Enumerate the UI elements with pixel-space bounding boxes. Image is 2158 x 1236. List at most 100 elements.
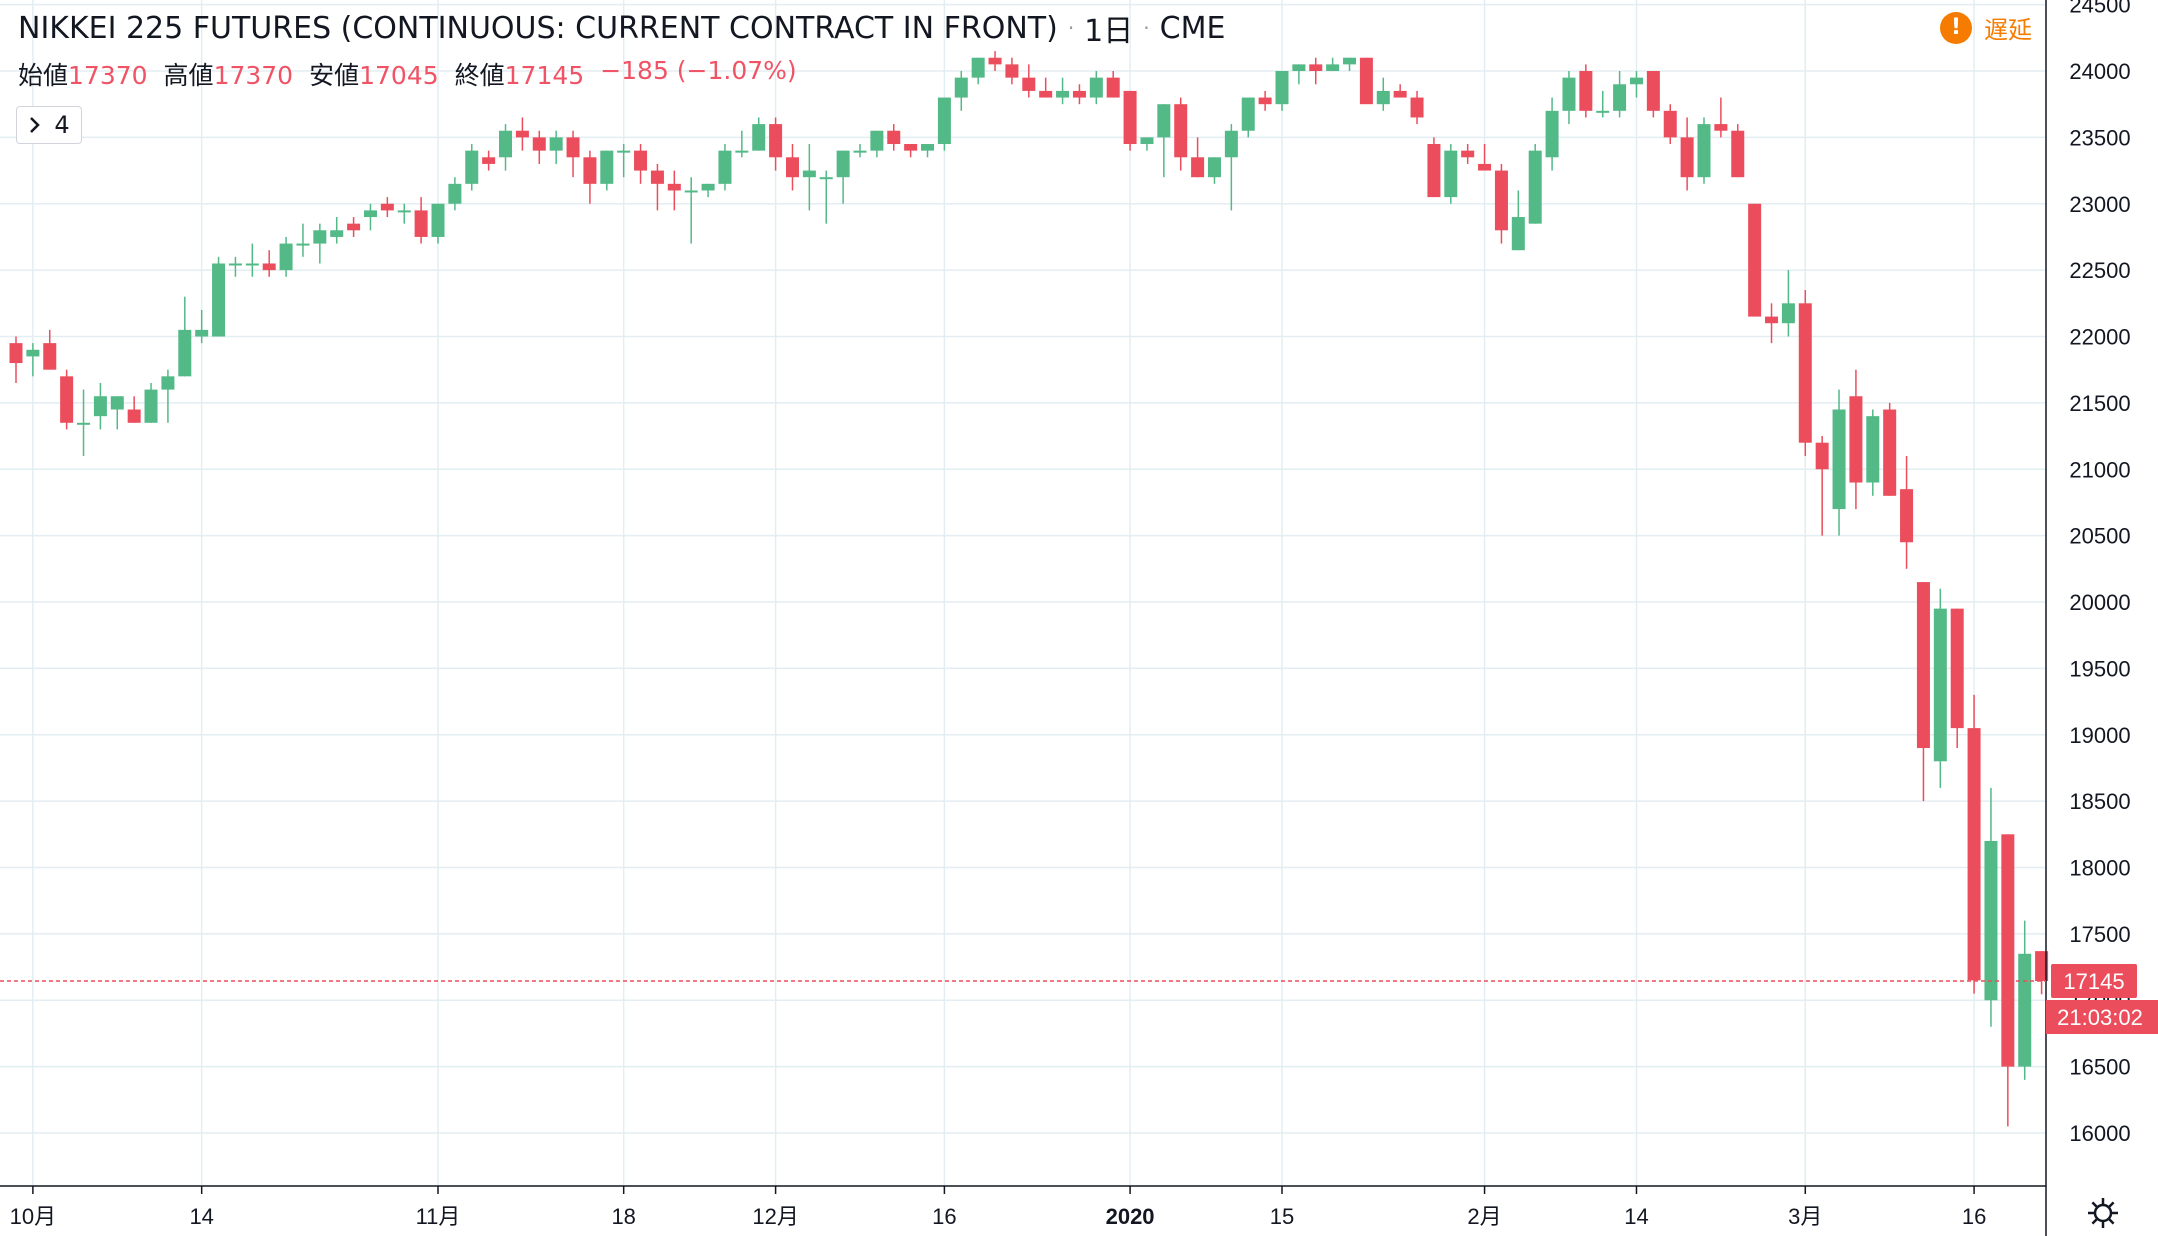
candle[interactable] <box>1613 71 1627 118</box>
candle[interactable] <box>2035 951 2049 995</box>
candle[interactable] <box>769 117 783 171</box>
candle[interactable] <box>988 51 1002 71</box>
candle[interactable] <box>566 130 580 178</box>
candle[interactable] <box>380 197 394 218</box>
candle[interactable] <box>1005 57 1019 85</box>
candle[interactable] <box>1528 144 1542 224</box>
candle[interactable] <box>1798 290 1812 456</box>
candle[interactable] <box>718 144 732 191</box>
candle[interactable] <box>650 163 664 211</box>
candle[interactable] <box>802 144 816 211</box>
candle[interactable] <box>482 150 496 171</box>
candle[interactable] <box>583 150 597 204</box>
indicators-toggle-button[interactable]: 4 <box>16 106 82 144</box>
candle[interactable] <box>1326 57 1340 71</box>
candle[interactable] <box>448 177 462 211</box>
candle[interactable] <box>43 329 57 370</box>
candle[interactable] <box>77 389 91 456</box>
candle[interactable] <box>515 117 529 151</box>
candle[interactable] <box>1815 436 1829 536</box>
candle[interactable] <box>1545 97 1559 171</box>
candle[interactable] <box>937 97 951 151</box>
candle[interactable] <box>363 203 377 231</box>
candle[interactable] <box>195 309 209 344</box>
candle[interactable] <box>1292 64 1306 85</box>
candle[interactable] <box>1157 104 1171 178</box>
candle[interactable] <box>1562 71 1576 125</box>
candle[interactable] <box>431 203 445 244</box>
candle[interactable] <box>1984 787 1998 1027</box>
candle[interactable] <box>397 203 411 224</box>
candle[interactable] <box>667 170 681 211</box>
candle[interactable] <box>921 144 935 158</box>
candle[interactable] <box>1765 303 1779 344</box>
candle[interactable] <box>228 256 242 277</box>
symbol-title[interactable]: NIKKEI 225 FUTURES (CONTINUOUS: CURRENT … <box>18 10 1058 46</box>
candle[interactable] <box>1022 64 1036 98</box>
candle[interactable] <box>93 382 107 430</box>
candle[interactable] <box>347 217 361 237</box>
candle[interactable] <box>178 296 192 377</box>
candle[interactable] <box>279 236 293 277</box>
candle[interactable] <box>954 71 968 111</box>
candle[interactable] <box>1596 90 1610 118</box>
candle[interactable] <box>1359 57 1373 105</box>
candle[interactable] <box>1072 84 1086 105</box>
candle[interactable] <box>465 144 479 191</box>
candle[interactable] <box>1241 97 1255 138</box>
candle[interactable] <box>971 57 985 85</box>
candle[interactable] <box>2001 834 2015 1127</box>
candle[interactable] <box>1579 64 1593 118</box>
candle[interactable] <box>836 150 850 204</box>
candle[interactable] <box>600 150 614 191</box>
delay-badge[interactable]: ! 遅延 <box>1940 10 2032 45</box>
candle[interactable] <box>701 183 715 198</box>
candle[interactable] <box>904 144 918 158</box>
candle[interactable] <box>245 243 259 277</box>
candle[interactable] <box>499 124 513 171</box>
candle[interactable] <box>26 343 40 377</box>
candle[interactable] <box>634 144 648 184</box>
candle[interactable] <box>1849 369 1863 510</box>
candle[interactable] <box>1478 144 1492 171</box>
candle[interactable] <box>1309 57 1323 85</box>
candle[interactable] <box>1106 71 1120 98</box>
candle[interactable] <box>1123 90 1137 151</box>
candle[interactable] <box>1697 117 1711 184</box>
candle[interactable] <box>1950 608 1964 749</box>
candle[interactable] <box>752 117 766 151</box>
candle[interactable] <box>296 223 310 257</box>
candle[interactable] <box>330 217 344 244</box>
candle[interactable] <box>684 177 698 244</box>
candle[interactable] <box>1866 409 1880 496</box>
candle[interactable] <box>60 369 74 430</box>
candle[interactable] <box>1646 71 1660 118</box>
candle[interactable] <box>853 144 867 158</box>
candle[interactable] <box>1967 694 1981 994</box>
candle[interactable] <box>1275 71 1289 111</box>
candle[interactable] <box>1494 163 1508 244</box>
candle[interactable] <box>532 130 546 164</box>
candle[interactable] <box>1376 77 1390 111</box>
candle[interactable] <box>735 130 749 158</box>
interval-label[interactable]: 1日 <box>1084 14 1134 49</box>
candle[interactable] <box>2018 920 2032 1080</box>
gear-icon[interactable] <box>2086 1196 2120 1230</box>
candle[interactable] <box>1933 588 1947 788</box>
candle[interactable] <box>1039 77 1053 98</box>
candle[interactable] <box>212 256 226 337</box>
candle[interactable] <box>785 144 799 191</box>
candle[interactable] <box>1731 124 1745 178</box>
candle[interactable] <box>313 223 327 264</box>
candle[interactable] <box>161 369 175 423</box>
candle[interactable] <box>262 250 276 277</box>
candle[interactable] <box>1832 389 1846 536</box>
candle[interactable] <box>110 396 124 430</box>
candle[interactable] <box>1191 137 1205 178</box>
candle[interactable] <box>1410 90 1424 125</box>
candle[interactable] <box>1207 157 1221 184</box>
candle[interactable] <box>1461 144 1475 164</box>
candle[interactable] <box>1883 402 1897 496</box>
candle[interactable] <box>1224 124 1238 211</box>
